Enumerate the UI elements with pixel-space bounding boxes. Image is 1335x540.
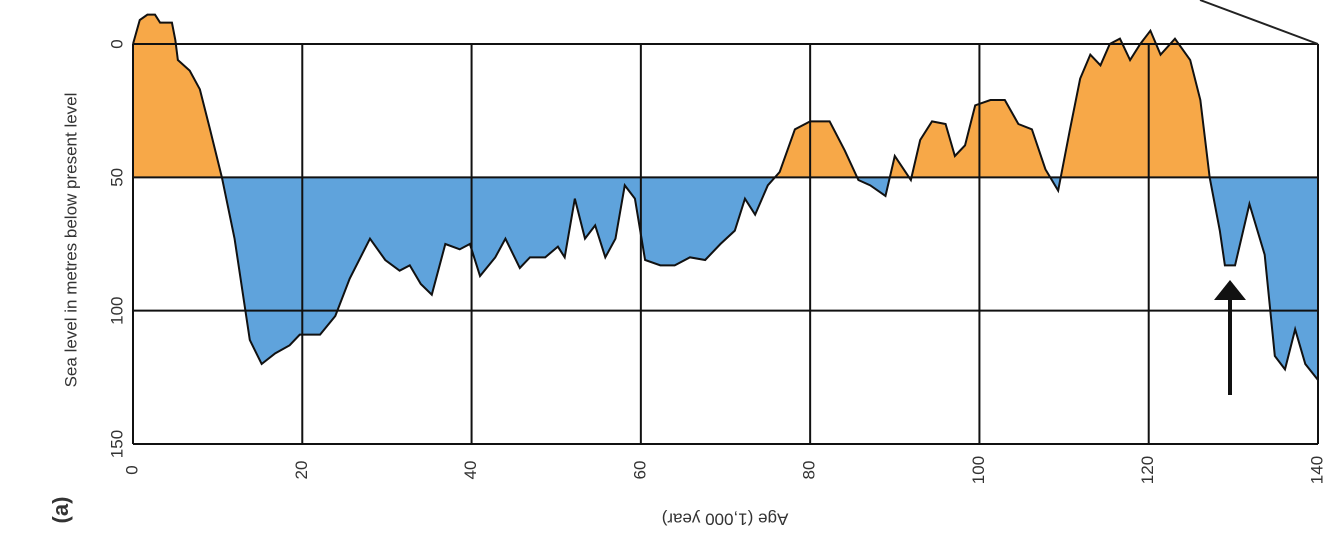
x-tick-label: 40 [461,461,480,480]
x-axis-label: Age (1,000 year) [662,510,789,529]
y-tick-label: 0 [107,39,126,48]
y-axis-label: Sea level in metres below present level [61,93,80,388]
x-tick-label: 0 [122,465,141,474]
sea-level-line [132,13,1319,381]
x-tick-label: 140 [1307,456,1326,484]
y-tick-label: 150 [107,430,126,458]
x-tick-label: 120 [1138,456,1157,484]
decor-line [1199,0,1319,45]
x-tick-label: 100 [969,456,988,484]
x-tick-label: 20 [292,461,311,480]
panel-label: (a) [48,497,73,524]
x-tick-label: 80 [800,461,819,480]
x-tick-label: 60 [630,461,649,480]
area-above [133,14,1318,178]
y-tick-label: 100 [107,296,126,324]
y-tick-label: 50 [107,168,126,187]
arrow-head [1214,280,1246,300]
area-below [221,177,1318,380]
